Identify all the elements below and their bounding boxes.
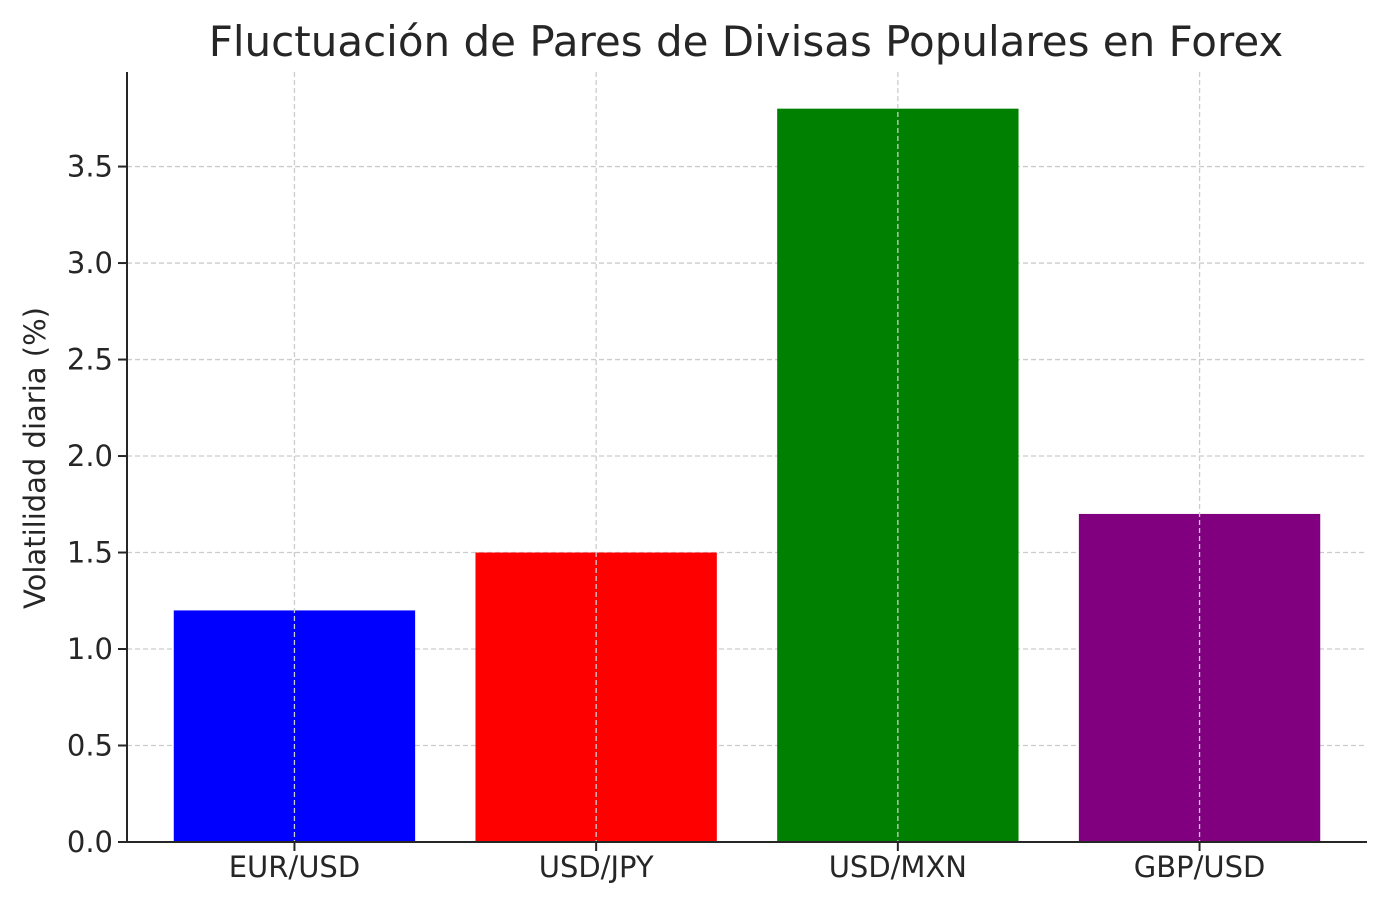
x-ticks: EUR/USD USD/JPY USD/MXN GBP/USD	[229, 842, 1266, 884]
y-tick-label: 0.5	[67, 729, 113, 763]
bars	[173, 108, 1321, 842]
y-tick-label: 3.0	[67, 246, 113, 280]
chart-title: Fluctuación de Pares de Divisas Populare…	[209, 17, 1284, 66]
y-axis-label: Volatilidad diaria (%)	[18, 307, 52, 609]
y-tick-label: 3.5	[67, 150, 113, 184]
x-tick-label: USD/JPY	[539, 850, 654, 884]
x-tick-label: GBP/USD	[1134, 850, 1266, 884]
y-tick-label: 2.0	[67, 439, 113, 473]
x-tick-label: EUR/USD	[229, 850, 360, 884]
y-tick-label: 0.0	[67, 825, 113, 859]
y-tick-label: 2.5	[67, 343, 113, 377]
axes	[126, 72, 1367, 843]
y-ticks: 0.0 0.5 1.0 1.5 2.0 2.5 3.0 3.5	[67, 150, 127, 859]
y-tick-label: 1.0	[67, 632, 113, 666]
y-tick-label: 1.5	[67, 536, 113, 570]
x-tick-label: USD/MXN	[829, 850, 967, 884]
bar-eur-usd	[173, 610, 416, 842]
vertical-grid-lines	[293, 72, 1201, 842]
